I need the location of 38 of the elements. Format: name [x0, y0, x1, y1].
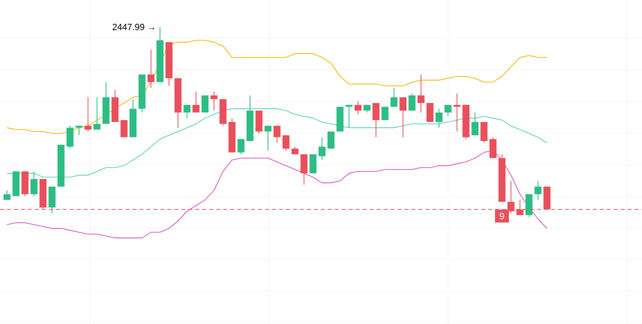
candlestick [30, 171, 38, 197]
candlestick [147, 49, 155, 88]
candlestick [345, 104, 352, 128]
candlestick [264, 125, 272, 151]
candlestick [417, 74, 424, 113]
annotation: 2447.99 → [112, 24, 154, 30]
candlestick [192, 91, 200, 113]
candlestick [300, 154, 308, 186]
candlestick [426, 102, 434, 122]
candlestick [354, 100, 362, 115]
candlestick [94, 96, 101, 130]
candlestick [480, 122, 488, 144]
candlestick [66, 125, 74, 149]
candlestick [372, 102, 380, 138]
candlestick [255, 110, 263, 134]
candlestick [22, 171, 29, 197]
candlestick [183, 104, 191, 119]
candlestick [4, 190, 11, 200]
candlestick [435, 108, 442, 128]
candlestick [318, 136, 326, 160]
candlestick [471, 112, 478, 136]
candlestick [453, 93, 460, 132]
candlestick [48, 186, 56, 214]
candlestick [282, 134, 290, 151]
candlestick [309, 154, 317, 174]
candlestick [489, 136, 496, 158]
candlestick [525, 194, 532, 218]
candlestick [399, 96, 406, 138]
candlestick [237, 138, 245, 155]
candlestick [84, 96, 92, 132]
candlestick [390, 87, 398, 108]
candlestick [210, 91, 218, 111]
candlestick [408, 93, 416, 111]
candlestick [534, 180, 542, 200]
annotation: 9 [500, 212, 504, 220]
candlestick [201, 94, 209, 113]
candlestick [120, 120, 128, 138]
candlestick [273, 125, 281, 144]
